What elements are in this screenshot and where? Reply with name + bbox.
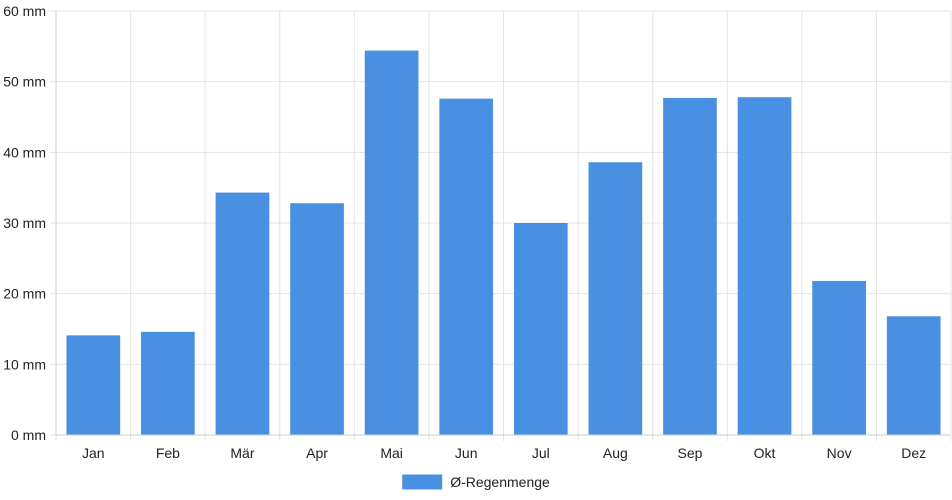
y-tick-label: 40 mm	[3, 144, 46, 160]
bar-3[interactable]	[290, 203, 344, 435]
x-tick-label: Dez	[901, 445, 926, 461]
grid-lines	[50, 10, 952, 441]
bar-5[interactable]	[439, 98, 494, 436]
y-tick-label: 0 mm	[11, 427, 46, 443]
x-tick-label: Jan	[82, 445, 105, 461]
y-tick-label: 60 mm	[3, 3, 46, 19]
x-tick-labels: Jan Feb Mär Apr Mai Jun Jul Aug Sep Okt Nov Dez	[82, 445, 926, 461]
y-tick-label: 50 mm	[3, 74, 46, 90]
axes	[55, 11, 951, 436]
x-tick-label: Aug	[603, 445, 628, 461]
bar-8[interactable]	[663, 97, 717, 436]
x-tick-label: Feb	[156, 445, 180, 461]
bar-4[interactable]	[364, 50, 419, 435]
bar-6[interactable]	[513, 223, 568, 435]
y-tick-labels: 0 mm 10 mm 20 mm 30 mm 40 mm 50 mm 60 mm	[3, 3, 46, 443]
y-tick-label: 10 mm	[3, 356, 46, 372]
x-tick-label: Okt	[754, 445, 776, 461]
bar-1[interactable]	[141, 331, 195, 435]
x-tick-label: Jun	[455, 445, 478, 461]
legend-swatch[interactable]	[402, 474, 443, 490]
bars	[66, 50, 941, 436]
legend-label[interactable]: Ø-Regenmenge	[450, 474, 550, 490]
bar-11[interactable]	[886, 316, 941, 435]
bar-7[interactable]	[588, 162, 643, 435]
x-tick-label: Mai	[380, 445, 403, 461]
x-tick-label: Mär	[230, 445, 254, 461]
x-tick-label: Nov	[827, 445, 852, 461]
y-tick-label: 30 mm	[3, 215, 46, 231]
legend[interactable]: Ø-Regenmenge	[402, 474, 550, 490]
bar-10[interactable]	[812, 280, 866, 435]
bar-0[interactable]	[66, 335, 121, 435]
x-tick-label: Sep	[677, 445, 702, 461]
x-tick-label: Jul	[532, 445, 550, 461]
bar-2[interactable]	[215, 192, 270, 435]
bar-9[interactable]	[737, 97, 792, 436]
y-tick-label: 20 mm	[3, 286, 46, 302]
x-tick-label: Apr	[306, 445, 328, 461]
